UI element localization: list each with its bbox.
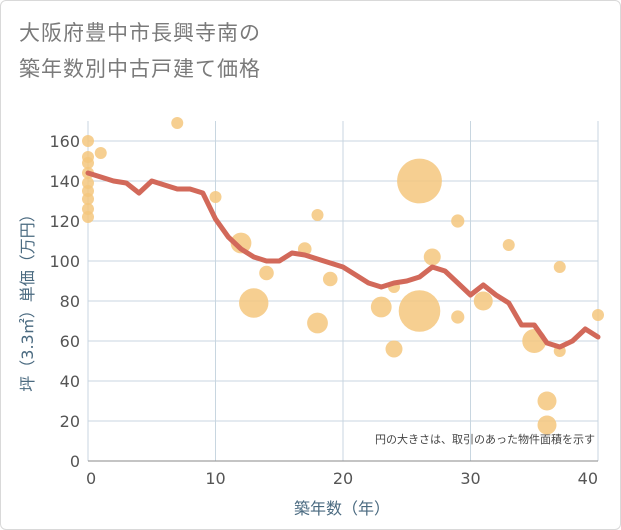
trend-line <box>85 170 601 350</box>
data-bubble <box>397 158 442 204</box>
ticks: 0 20 40 60 80 100 120 140 160 0 10 20 30 40 <box>49 132 598 488</box>
y-tick-label: 60 <box>60 332 80 351</box>
chart-title-line2: 築年数別中古戸建て価格 <box>19 57 261 81</box>
data-bubble <box>307 312 328 334</box>
x-tick-label: 20 <box>333 469 353 488</box>
data-bubble <box>537 415 557 435</box>
data-bubble <box>451 310 465 324</box>
data-bubble <box>230 232 252 254</box>
data-bubble <box>502 239 515 251</box>
y-tick-label: 0 <box>70 452 80 471</box>
y-tick-label: 160 <box>49 132 80 151</box>
data-bubble <box>171 117 184 129</box>
data-bubble <box>398 290 441 332</box>
chart-title-line1: 大阪府豊中市長興寺南の <box>19 21 261 45</box>
y-axis-label: 坪（3.3㎡）単価（万円） <box>18 206 37 391</box>
data-bubble <box>537 391 557 411</box>
data-bubble <box>209 191 222 203</box>
x-tick-label: 10 <box>205 469 225 488</box>
size-legend-note: 円の大きさは、取引のあった物件面積を示す <box>375 432 595 446</box>
grid <box>87 121 599 462</box>
data-bubble <box>451 214 465 228</box>
y-tick-label: 20 <box>60 412 80 431</box>
y-tick-label: 40 <box>60 372 80 391</box>
trend <box>85 170 601 350</box>
y-tick-label: 80 <box>60 292 80 311</box>
data-bubble <box>370 296 392 318</box>
data-bubble <box>259 265 274 281</box>
x-tick-label: 0 <box>86 469 96 488</box>
data-bubble <box>82 211 94 223</box>
x-tick-label: 40 <box>578 469 598 488</box>
data-bubble <box>592 309 604 321</box>
data-bubble <box>385 340 403 358</box>
y-tick-label: 140 <box>49 172 80 191</box>
x-tick-label: 30 <box>460 469 480 488</box>
data-bubble <box>311 209 324 221</box>
data-bubble <box>423 248 441 266</box>
data-bubble <box>239 288 269 318</box>
data-bubble <box>94 147 107 159</box>
data-bubble <box>82 135 94 147</box>
bubbles <box>82 117 604 435</box>
x-axis-label: 築年数（年） <box>294 499 390 518</box>
data-bubble <box>322 271 338 287</box>
y-tick-label: 120 <box>49 212 80 231</box>
data-bubble <box>473 291 493 311</box>
data-bubble <box>82 157 94 169</box>
data-bubble <box>82 193 94 205</box>
data-bubble <box>553 261 566 273</box>
y-tick-label: 100 <box>49 252 80 271</box>
